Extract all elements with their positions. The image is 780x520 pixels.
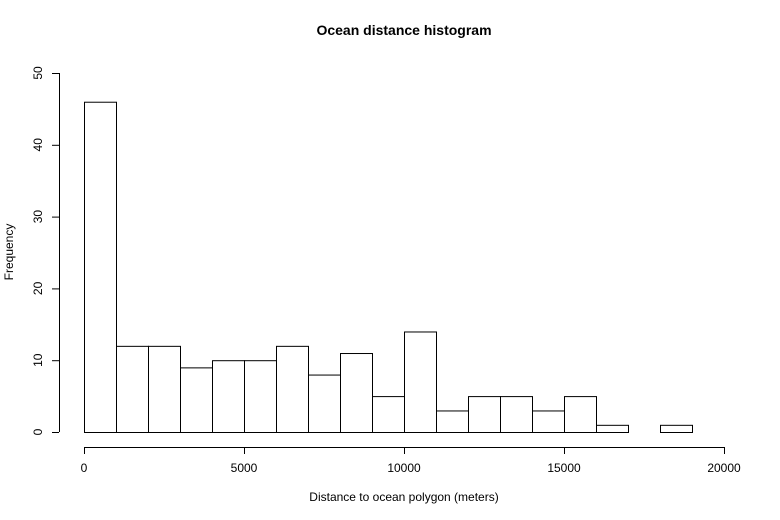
x-tick-label: 0 [81,461,88,475]
chart-title: Ocean distance histogram [316,22,491,38]
y-axis: 0 10 20 30 40 50 [31,66,60,435]
histogram-bar [116,345,149,433]
y-tick-label: 10 [31,353,45,367]
histogram-bar [532,410,565,433]
histogram-bar [468,396,501,434]
x-axis: 0 5000 10000 15000 20000 [81,447,741,475]
histogram-bar [180,367,213,434]
histogram-bar [340,353,373,433]
y-axis-label: Frequency [2,224,16,281]
y-tick-label: 30 [31,210,45,224]
bars-group [84,101,693,434]
histogram-bar [148,345,181,433]
histogram-bar [596,424,629,434]
histogram-bar [564,396,597,434]
histogram-bar [660,424,693,434]
histogram-bar [308,374,341,433]
x-axis-label: Distance to ocean polygon (meters) [309,490,498,504]
histogram-bar [500,396,533,434]
histogram-bar [212,360,245,434]
x-tick-label: 20000 [707,461,741,475]
y-tick-label: 50 [31,66,45,80]
y-tick-label: 20 [31,281,45,295]
histogram-bar [276,345,309,433]
x-tick-label: 5000 [231,461,258,475]
y-tick-label: 40 [31,138,45,152]
histogram-bar [244,360,277,434]
x-tick-label: 15000 [547,461,581,475]
x-tick-label: 10000 [387,461,421,475]
histogram-bar [404,331,437,434]
histogram-bar [84,101,117,433]
histogram-bar [372,396,405,434]
y-tick-label: 0 [31,428,45,435]
histogram-bar [436,410,469,433]
